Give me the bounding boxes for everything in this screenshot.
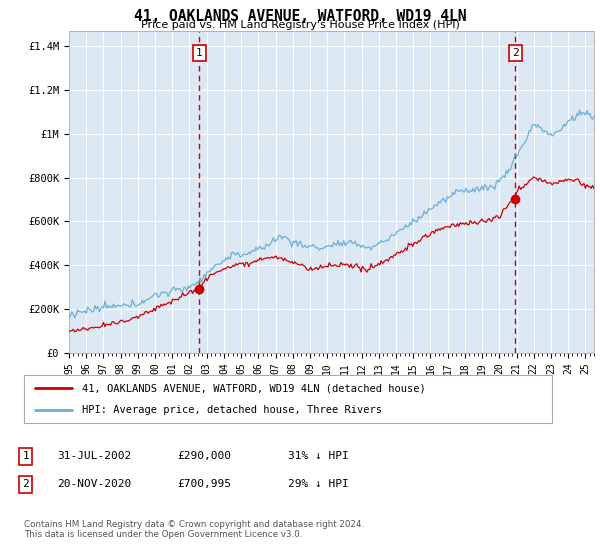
Text: Price paid vs. HM Land Registry's House Price Index (HPI): Price paid vs. HM Land Registry's House … [140,20,460,30]
Text: £290,000: £290,000 [177,451,231,461]
Text: 2: 2 [22,479,29,489]
Text: 2: 2 [512,48,518,58]
Text: 1: 1 [22,451,29,461]
Text: 29% ↓ HPI: 29% ↓ HPI [288,479,349,489]
Text: 31-JUL-2002: 31-JUL-2002 [57,451,131,461]
Text: 31% ↓ HPI: 31% ↓ HPI [288,451,349,461]
Text: 20-NOV-2020: 20-NOV-2020 [57,479,131,489]
Text: Contains HM Land Registry data © Crown copyright and database right 2024.
This d: Contains HM Land Registry data © Crown c… [24,520,364,539]
Text: 41, OAKLANDS AVENUE, WATFORD, WD19 4LN: 41, OAKLANDS AVENUE, WATFORD, WD19 4LN [134,9,466,24]
Text: 41, OAKLANDS AVENUE, WATFORD, WD19 4LN (detached house): 41, OAKLANDS AVENUE, WATFORD, WD19 4LN (… [82,383,426,393]
Text: £700,995: £700,995 [177,479,231,489]
Text: 1: 1 [196,48,203,58]
Text: HPI: Average price, detached house, Three Rivers: HPI: Average price, detached house, Thre… [82,405,382,415]
